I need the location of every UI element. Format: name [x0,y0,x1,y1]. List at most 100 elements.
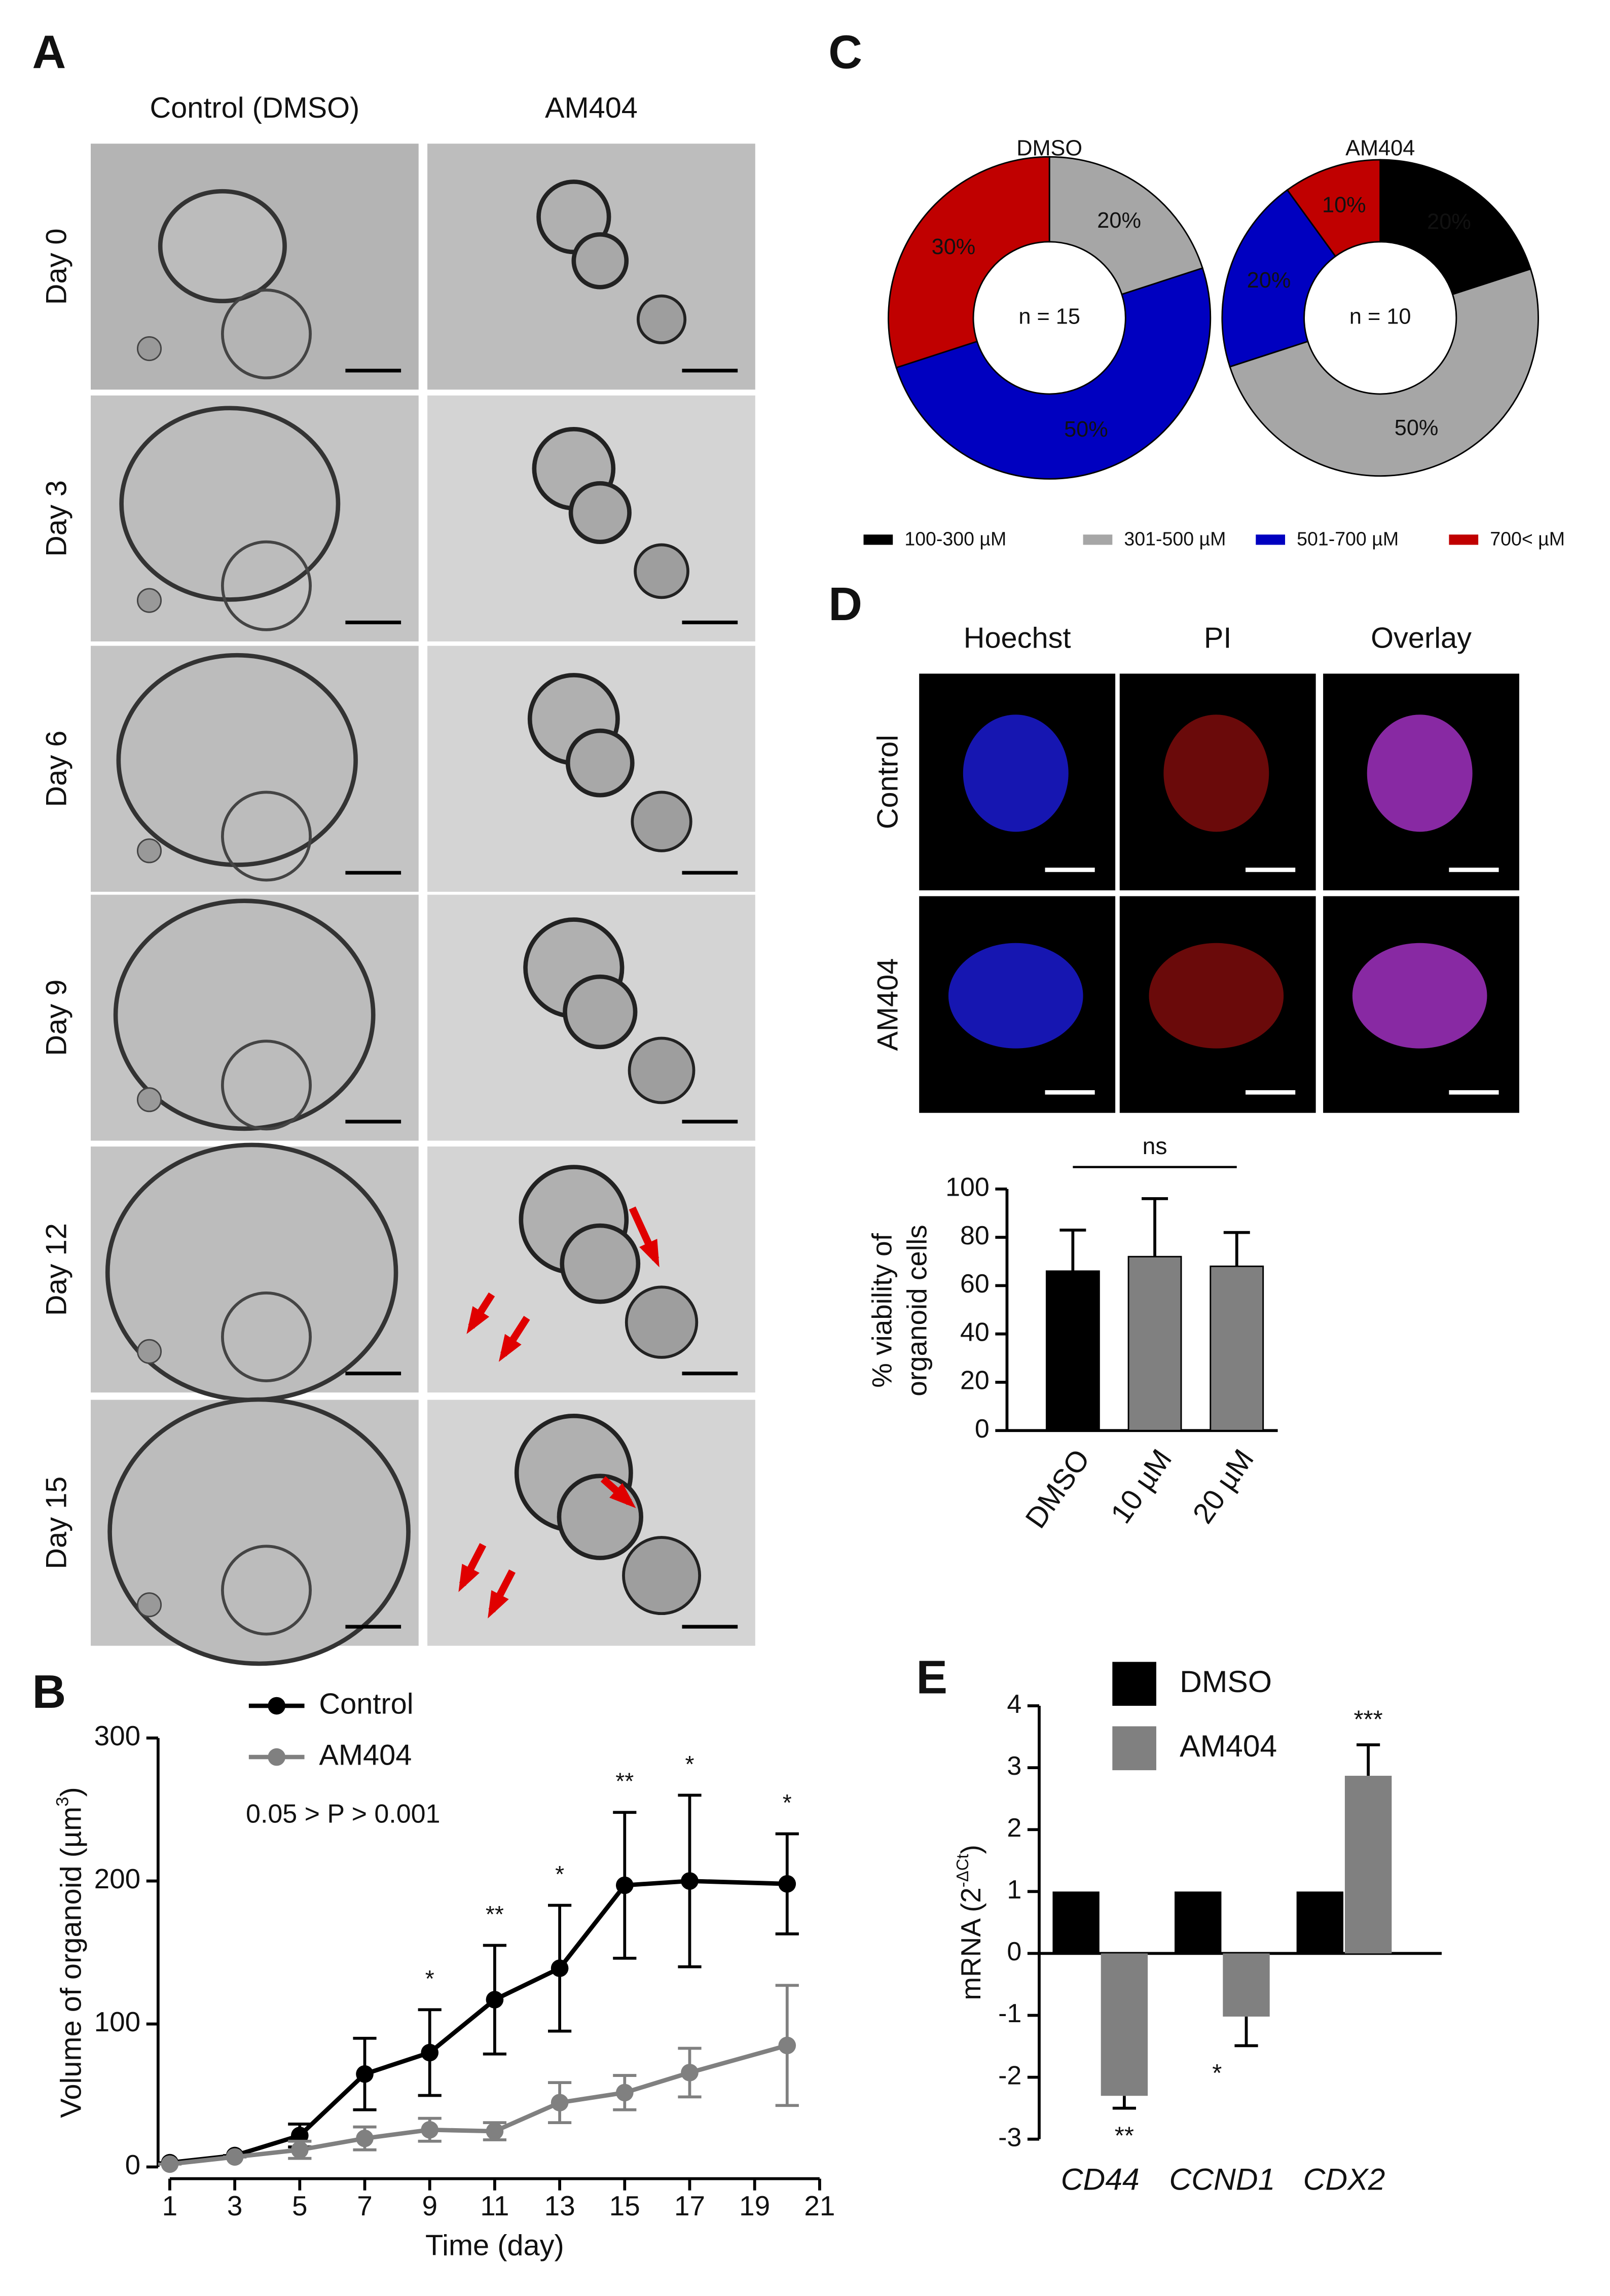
x-tick-label: 7 [357,2190,373,2221]
data-label: 50% [1064,417,1108,442]
x-axis-label: Time (day) [425,2230,564,2262]
x-tick-label: 1 [162,2190,178,2221]
x-tick-label: 19 [739,2190,770,2221]
y-tick-label: 0 [975,1414,990,1444]
organoid [221,1039,312,1131]
significance: * [555,1861,564,1887]
label-part: Volume of organoid (µm [55,1807,88,2118]
center-label: n = 15 [1018,304,1080,329]
error-bar [1357,1743,1380,1776]
legend-label: Control [319,1688,413,1720]
data-point [161,2155,179,2173]
significance: ** [1115,2122,1134,2149]
row-label: Day 3 [41,480,73,557]
organoid-stain [1149,943,1284,1049]
significance: *** [1353,1706,1382,1734]
y-tick-label: -1 [998,1999,1021,2028]
organoid [634,543,689,599]
y-tick-label: 40 [960,1317,990,1347]
data-point [486,1991,504,2008]
significance: * [1212,2060,1222,2087]
data-point [681,2064,699,2082]
bar [1045,1270,1100,1431]
panel-label: B [32,1665,66,1718]
error-bar [1059,1228,1086,1271]
organoid-stain [948,943,1083,1049]
significance: ** [615,1768,634,1795]
organoid [119,406,341,602]
donut-segment [895,267,1212,480]
panel-label: D [828,578,862,630]
bar [1296,1891,1344,1954]
y-tick-label: -2 [998,2061,1021,2090]
donut-segment [1379,159,1532,296]
legend-swatch [1256,534,1286,545]
legend-label: 501-700 µM [1297,528,1399,550]
data-point [615,1876,634,1894]
donut-segment [1221,189,1337,368]
x-tick-label: 5 [292,2190,308,2221]
donut-segment [1048,156,1204,296]
organoid [631,791,692,852]
error-bar [1234,2016,1258,2048]
row-label: AM404 [872,958,904,1051]
data-label: 20% [1097,208,1141,233]
legend-label: 700< µM [1490,528,1565,550]
column-title: PI [1204,622,1232,654]
legend-marker [268,1748,286,1766]
x-tick-label: 15 [609,2190,640,2221]
bar [1344,1776,1392,1954]
y-tick-label: 100 [94,2006,141,2037]
legend-label: DMSO [1180,1664,1272,1699]
x-tick-label: 11 [480,2190,509,2221]
annotation: ns [1143,1133,1167,1159]
y-tick-label: 0 [1007,1937,1021,1966]
column-title: Hoechst [964,622,1071,654]
organoid [107,1397,411,1666]
y-tick-label: 2 [1007,1813,1021,1843]
data-point [615,2084,634,2102]
organoid [158,189,287,304]
y-tick-label: 3 [1007,1751,1021,1781]
significance: * [783,1789,792,1816]
y-tick-label: 20 [960,1366,990,1395]
organoid [563,974,638,1050]
organoid [136,1339,162,1364]
x-tick-label: 3 [227,2190,243,2221]
legend-swatch [1112,1662,1156,1706]
organoid [136,336,162,362]
data-label: 20% [1427,209,1471,234]
legend-label: 301-500 µM [1124,528,1226,550]
data-point [356,2129,374,2147]
y-tick-label: 1 [1007,1875,1021,1905]
bar [1101,1953,1148,2096]
series-line [169,2043,788,2167]
significance: * [425,1965,434,1992]
y-tick-label: 60 [960,1269,990,1299]
organoid [221,1545,312,1636]
y-axis-label: mRNA (2-ΔCt) [953,1845,986,2000]
red-arrow-head [458,1563,480,1592]
y-tick-label: 200 [94,1863,141,1894]
data-point [486,2122,504,2140]
red-arrow-head [639,1239,660,1268]
label-part: ) [956,1845,987,1854]
organoid [560,1223,641,1304]
x-tick-label: 21 [804,2190,835,2221]
data-point [778,1875,796,1893]
organoid [622,1536,702,1616]
panel-label: C [828,26,862,79]
data-point [681,1872,699,1890]
organoid [221,791,312,882]
x-tick-label: 9 [422,2190,437,2221]
y-tick-label: 100 [945,1173,990,1202]
legend-swatch [1083,534,1113,545]
organoid [565,728,635,798]
donut-segment [888,156,1050,369]
y-axis-label: Volume of organoid (µm3) [53,1787,88,2118]
significance: ** [486,1901,504,1927]
annotation: 0.05 > P > 0.001 [246,1799,440,1828]
label-part: mRNA (2 [956,1887,987,2000]
legend-swatch [1112,1726,1156,1771]
